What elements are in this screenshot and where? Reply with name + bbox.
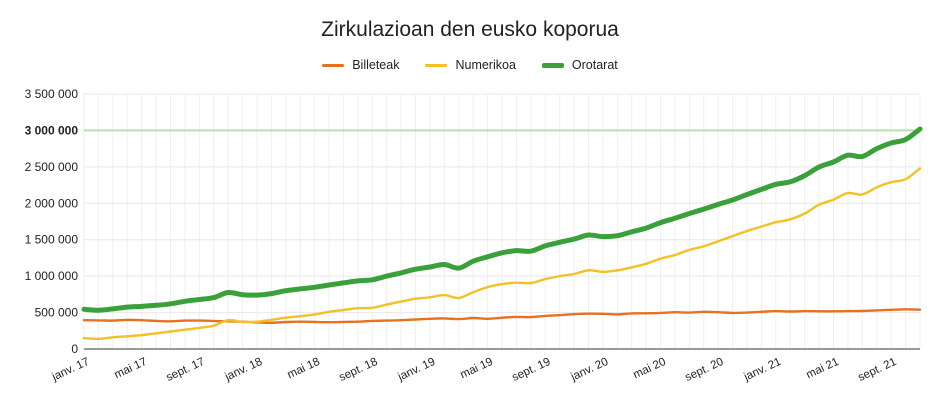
y-tick-label: 1 000 000 bbox=[25, 269, 79, 283]
y-tick-label: 3 500 000 bbox=[25, 87, 79, 101]
x-tick-label: janv. 21 bbox=[741, 356, 783, 384]
y-tick-label: 1 500 000 bbox=[25, 233, 79, 247]
x-tick-label: sept. 17 bbox=[164, 356, 206, 384]
legend-swatch bbox=[322, 63, 345, 67]
legend-swatch bbox=[541, 62, 564, 68]
x-tick-label: sept. 19 bbox=[510, 356, 552, 384]
chart-title: Zirkulazioan den eusko koporua bbox=[321, 18, 619, 41]
legend-item-orotarat: Orotarat bbox=[541, 58, 618, 72]
x-tick-label: sept. 20 bbox=[683, 356, 725, 384]
legend-label: Billeteak bbox=[352, 58, 400, 72]
y-tick-label: 2 000 000 bbox=[25, 196, 79, 210]
x-tick-label: janv. 17 bbox=[50, 356, 92, 384]
y-tick-label: 3 000 000 bbox=[25, 123, 79, 137]
x-tick-label: mai 21 bbox=[804, 356, 840, 381]
x-tick-label: mai 18 bbox=[286, 356, 322, 381]
x-tick-label: mai 20 bbox=[631, 356, 667, 381]
x-tick-label: sept. 21 bbox=[856, 356, 898, 384]
legend-item-billeteak: Billeteak bbox=[322, 58, 399, 72]
legend-label: Numerikoa bbox=[455, 58, 516, 72]
y-tick-label: 2 500 000 bbox=[25, 160, 79, 174]
series-line-numerikoa bbox=[82, 167, 922, 341]
legend-swatch bbox=[425, 63, 448, 67]
series-line-orotarat bbox=[81, 126, 923, 313]
x-tick-label: janv. 19 bbox=[395, 356, 437, 384]
x-tick-label: mai 19 bbox=[458, 356, 494, 381]
legend-item-numerikoa: Numerikoa bbox=[425, 58, 516, 72]
y-tick-label: 500 000 bbox=[35, 306, 79, 320]
x-tick-label: sept. 18 bbox=[337, 356, 379, 384]
x-tick-label: janv. 18 bbox=[223, 356, 265, 384]
x-tick-label: janv. 20 bbox=[568, 356, 610, 384]
chart-legend: Billeteak Numerikoa Orotarat bbox=[0, 58, 940, 72]
y-tick-label: 0 bbox=[71, 342, 78, 356]
legend-label: Orotarat bbox=[571, 58, 618, 72]
x-tick-label: mai 17 bbox=[113, 356, 149, 381]
